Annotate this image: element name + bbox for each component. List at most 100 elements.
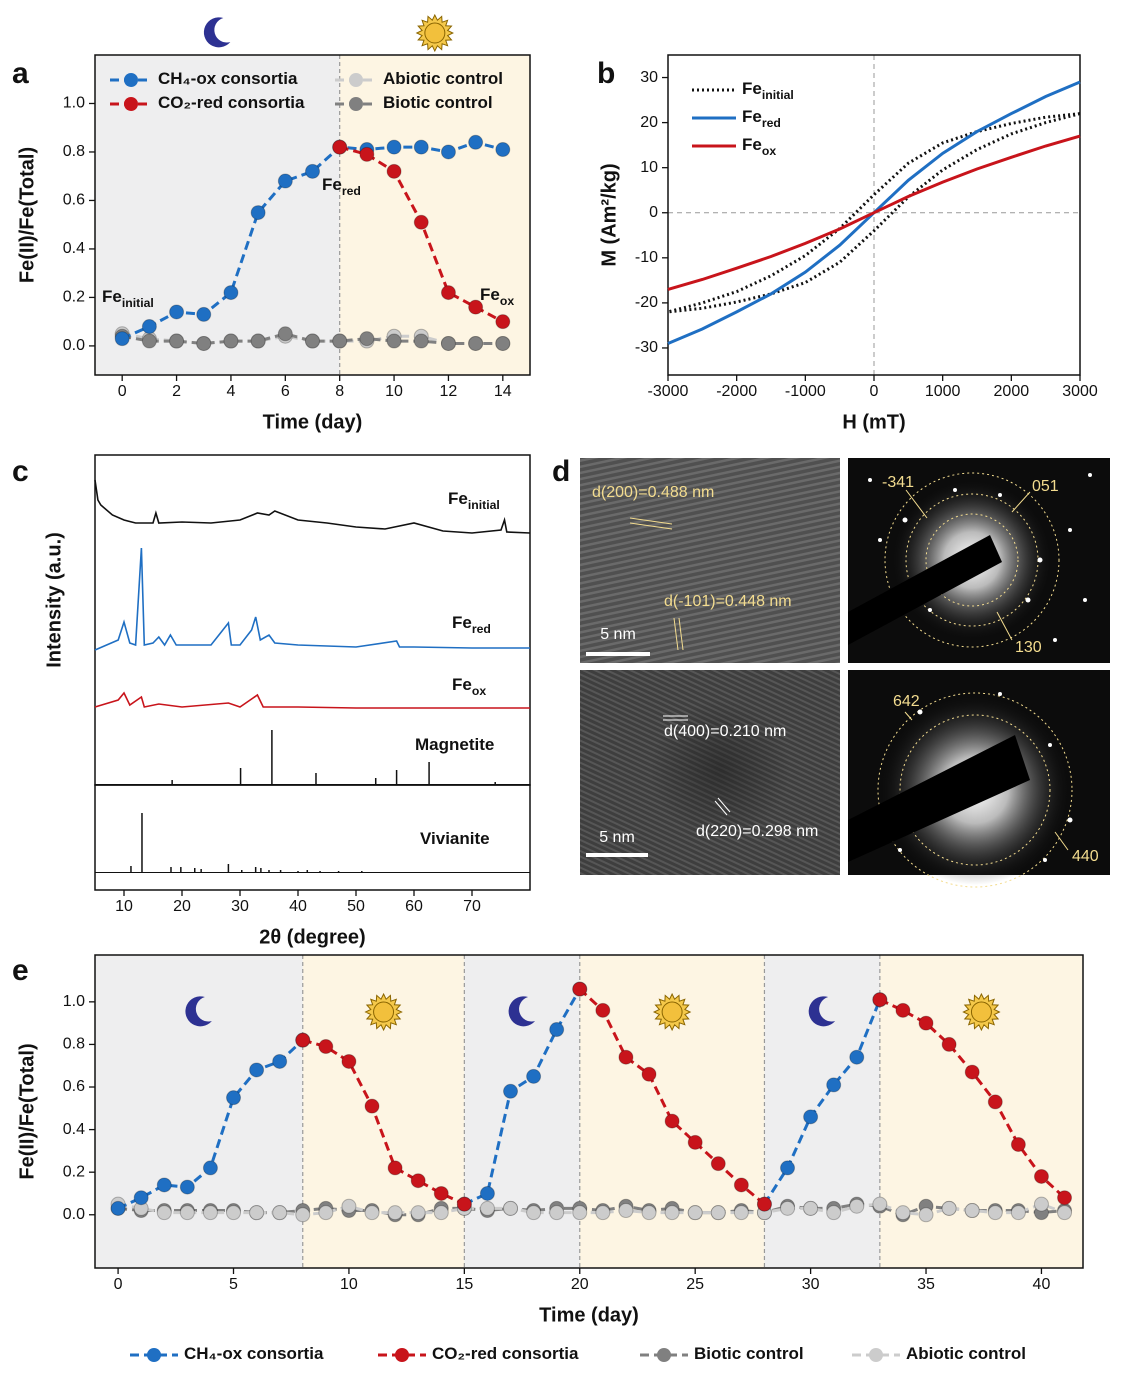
data-point xyxy=(873,1197,887,1211)
legend-swatch xyxy=(657,1348,671,1362)
data-point xyxy=(781,1201,795,1215)
data-point xyxy=(250,1206,264,1220)
data-point xyxy=(711,1157,725,1171)
data-point xyxy=(224,334,238,348)
x-tick-label: 30 xyxy=(231,898,249,915)
data-point xyxy=(278,174,292,188)
data-point xyxy=(387,334,401,348)
series-name: Abiotic control xyxy=(383,69,503,88)
series-name: Magnetite xyxy=(415,735,494,754)
diffraction-index: 051 xyxy=(1032,478,1059,495)
series-name: Fe xyxy=(742,107,762,126)
data-point xyxy=(342,1199,356,1213)
legend-swatch xyxy=(869,1348,883,1362)
data-point xyxy=(224,286,238,300)
data-point xyxy=(965,1204,979,1218)
data-point xyxy=(965,1065,979,1079)
x-tick-label: 20 xyxy=(571,1276,589,1293)
series-name: Abiotic control xyxy=(906,1344,1026,1363)
data-point xyxy=(757,1197,771,1211)
tem-panel: d(200)=0.488 nm d(-101)=0.448 nm 5 nm -3… xyxy=(580,458,1110,887)
x-axis-title: Time (day) xyxy=(263,411,363,433)
y-axis-title: Intensity (a.u.) xyxy=(43,532,65,668)
data-point xyxy=(365,1099,379,1113)
annotation-sub: red xyxy=(342,184,361,198)
x-tick-label: -2000 xyxy=(716,383,757,400)
d-spacing-label: d(200)=0.488 nm xyxy=(592,484,714,501)
data-point xyxy=(469,135,483,149)
data-point xyxy=(170,305,184,319)
x-axis-title: Time (day) xyxy=(539,1304,639,1326)
data-point xyxy=(434,1186,448,1200)
series-label: Feinitial xyxy=(448,489,500,512)
data-point xyxy=(734,1206,748,1220)
data-point xyxy=(596,1003,610,1017)
x-tick-label: 60 xyxy=(405,898,423,915)
data-point xyxy=(411,1174,425,1188)
legend-swatch xyxy=(349,97,363,111)
data-point xyxy=(157,1178,171,1192)
y-tick-label: 0.2 xyxy=(63,289,85,306)
series-name: CH₄-ox consortia xyxy=(158,69,298,88)
series-label: Fered xyxy=(452,613,491,636)
x-tick-label: 2000 xyxy=(994,383,1030,400)
data-point xyxy=(251,334,265,348)
data-point xyxy=(333,140,347,154)
series-name: Fe xyxy=(452,675,472,694)
legend-swatch xyxy=(395,1348,409,1362)
series-label: Biotic control xyxy=(383,93,493,112)
data-point xyxy=(251,206,265,220)
data-point xyxy=(734,1178,748,1192)
y-tick-label: 0.8 xyxy=(63,143,85,160)
y-tick-label: -20 xyxy=(635,294,658,311)
series-label: Feox xyxy=(742,135,776,158)
data-point xyxy=(134,1191,148,1205)
data-point xyxy=(180,1206,194,1220)
y-axis-title: Fe(II)/Fe(Total) xyxy=(16,147,38,283)
annotation-text: Fe xyxy=(102,287,122,306)
series-label: CO₂-red consortia xyxy=(432,1344,579,1363)
series-label: Feinitial xyxy=(742,79,794,102)
data-point xyxy=(550,1206,564,1220)
y-tick-label: 0.6 xyxy=(63,192,85,209)
series-name-sub: ox xyxy=(472,684,486,698)
data-point xyxy=(388,1206,402,1220)
series-label: Magnetite xyxy=(415,735,494,754)
data-point xyxy=(414,140,428,154)
data-point xyxy=(1058,1206,1072,1220)
data-point xyxy=(688,1135,702,1149)
data-point xyxy=(496,315,510,329)
x-tick-label: 14 xyxy=(494,383,512,400)
series-label: CH₄-ox consortia xyxy=(184,1344,324,1363)
data-point xyxy=(197,307,211,321)
data-point xyxy=(804,1110,818,1124)
data-point xyxy=(1034,1169,1048,1183)
series-name-sub: initial xyxy=(468,498,500,512)
data-point xyxy=(619,1204,633,1218)
data-point xyxy=(157,1206,171,1220)
series-label: Biotic control xyxy=(694,1344,804,1363)
x-tick-label: 15 xyxy=(455,1276,473,1293)
data-point xyxy=(414,334,428,348)
data-point xyxy=(273,1054,287,1068)
image-texture xyxy=(650,700,790,840)
series-label: Fered xyxy=(742,107,781,130)
annotation-text: Fe xyxy=(480,285,500,304)
data-point xyxy=(111,1201,125,1215)
data-point xyxy=(441,286,455,300)
series-label: Abiotic control xyxy=(906,1344,1026,1363)
y-tick-label: 1.0 xyxy=(63,993,85,1010)
series-name-sub: red xyxy=(472,622,491,636)
x-tick-label: 70 xyxy=(463,898,481,915)
annotation-sub: initial xyxy=(122,296,154,310)
data-point xyxy=(596,1206,610,1220)
y-tick-label: 0.8 xyxy=(63,1036,85,1053)
x-axis-title: 2θ (degree) xyxy=(259,926,365,948)
x-tick-label: 20 xyxy=(173,898,191,915)
series-name: CH₄-ox consortia xyxy=(184,1344,324,1363)
x-tick-label: 0 xyxy=(870,383,879,400)
data-point xyxy=(573,982,587,996)
data-point xyxy=(573,1206,587,1220)
d-spacing-label: d(400)=0.210 nm xyxy=(664,723,786,740)
data-point xyxy=(873,993,887,1007)
